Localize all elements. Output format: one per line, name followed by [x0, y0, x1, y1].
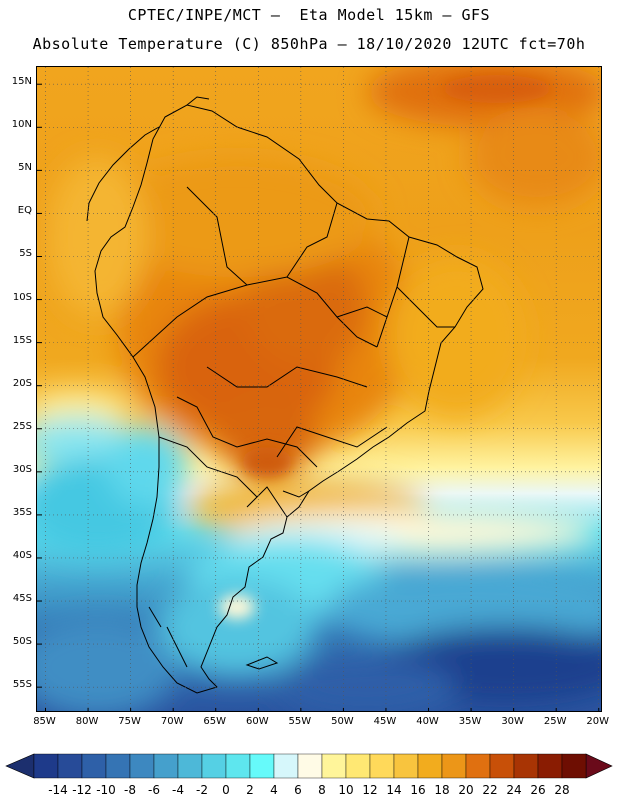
temperature-field	[37, 67, 601, 711]
lon-tick-label: 50W	[331, 716, 354, 727]
lon-tick-label: 75W	[118, 716, 141, 727]
colorbar-swatch	[225, 753, 251, 779]
colorbar-swatch	[417, 753, 443, 779]
colorbar-tick-label: 2	[246, 783, 254, 797]
colorbar-swatch	[369, 753, 395, 779]
lat-tick-label: 55S	[12, 679, 32, 691]
colorbar-tick-label: 12	[362, 783, 378, 797]
lon-tick-label: 45W	[373, 716, 397, 727]
lat-tick-label: 25S	[12, 420, 32, 432]
lon-tick-label: 20W	[586, 716, 610, 727]
colorbar-swatch	[513, 753, 539, 779]
lat-tick-label: 30S	[12, 463, 32, 475]
lat-tick-label: 50S	[12, 636, 32, 648]
lon-tick-label: 85W	[33, 716, 56, 727]
colorbar-swatch	[393, 753, 419, 779]
colorbar-swatch	[273, 753, 299, 779]
colorbar-tick-label: 8	[318, 783, 326, 797]
colorbar-tick-label: 20	[458, 783, 474, 797]
colorbar-swatch	[465, 753, 491, 779]
lon-tick-label: 35W	[458, 716, 482, 727]
colorbar-swatch	[33, 753, 59, 779]
colorbar-swatch	[81, 753, 107, 779]
lon-tick-label: 80W	[75, 716, 99, 727]
colorbar-swatch	[177, 753, 203, 779]
graticule	[37, 67, 601, 711]
lon-tick-label: 70W	[160, 716, 184, 727]
colorbar-tick-label: -8	[124, 783, 136, 797]
map-canvas	[37, 67, 601, 711]
colorbar-swatch	[297, 753, 323, 779]
continent-outline	[86, 96, 484, 694]
colorbar-swatch	[153, 753, 179, 779]
lat-tick-label: 40S	[12, 549, 32, 561]
colorbar-swatch	[201, 753, 227, 779]
colorbar-swatch	[441, 753, 467, 779]
colorbar-swatch	[345, 753, 371, 779]
colorbar-swatch	[129, 753, 155, 779]
colorbar-tick-label: 22	[482, 783, 498, 797]
lat-tick-label: 10S	[12, 291, 32, 303]
colorbar-swatch	[321, 753, 347, 779]
chart-title-line1: CPTEC/INPE/MCT – Eta Model 15km – GFS	[127, 6, 491, 24]
colorbar-swatch	[57, 753, 83, 779]
colorbar-tick-label: 4	[270, 783, 278, 797]
colorbar-tick-label: 14	[386, 783, 402, 797]
lon-tick-label: 60W	[245, 716, 269, 727]
lat-tick-label: 15S	[12, 334, 32, 346]
colorbar-tick-label: 18	[434, 783, 450, 797]
lon-tick-label: 55W	[288, 716, 312, 727]
lon-tick-label: 30W	[501, 716, 524, 727]
lon-tick-label: 40W	[416, 716, 439, 727]
lon-tick-label: 65W	[203, 716, 227, 727]
lon-tick-label: 25W	[543, 716, 567, 727]
colorbar-swatch	[537, 753, 563, 779]
colorbar-tick-label: 10	[338, 783, 354, 797]
lat-tick-label: 35S	[12, 506, 32, 518]
lat-tick-label: EQ	[17, 205, 32, 217]
colorbar-tick-label: 26	[530, 783, 546, 797]
colorbar-min-arrow	[5, 753, 35, 779]
colorbar-tick-label: 0	[222, 783, 230, 797]
colorbar-swatch	[561, 753, 587, 779]
colorbar-swatch	[489, 753, 515, 779]
colorbar-swatch	[105, 753, 131, 779]
colorbar-max-arrow	[585, 753, 613, 779]
colorbar-tick-label: -4	[172, 783, 184, 797]
lat-tick-label: 45S	[12, 593, 32, 605]
colorbar-tick-label: -12	[72, 783, 92, 797]
colorbar-swatch	[249, 753, 275, 779]
colorbar-tick-label: -10	[96, 783, 116, 797]
lat-tick-label: 5S	[19, 248, 32, 260]
colorbar-tick-label: -14	[48, 783, 68, 797]
chart-title-line2: Absolute Temperature (C) 850hPa – 18/10/…	[32, 35, 586, 53]
colorbar-tick-label: 6	[294, 783, 302, 797]
lat-tick-label: 5N	[18, 162, 32, 174]
lat-tick-label: 15N	[11, 76, 32, 88]
colorbar-tick-label: 16	[410, 783, 426, 797]
lat-tick-label: 10N	[11, 119, 32, 131]
colorbar-tick-label: 24	[506, 783, 522, 797]
lat-tick-label: 20S	[12, 377, 32, 389]
colorbar	[5, 753, 613, 779]
temperature-map	[36, 66, 602, 712]
colorbar-tick-label: -6	[148, 783, 160, 797]
colorbar-tick-label: -2	[196, 783, 208, 797]
colorbar-tick-label: 28	[554, 783, 570, 797]
